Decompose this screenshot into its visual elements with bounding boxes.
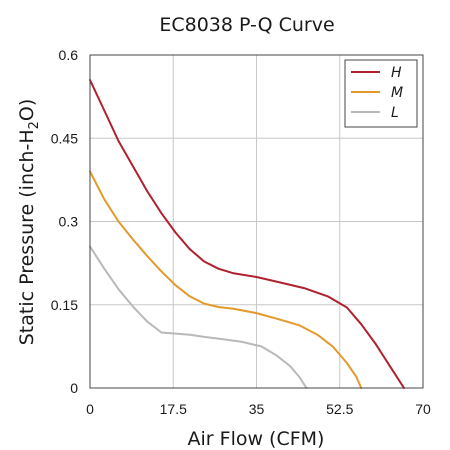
x-tick-label: 52.5	[326, 401, 353, 417]
legend: HML	[344, 59, 418, 128]
x-tick-label: 0	[86, 401, 94, 417]
chart-title: EC8038 P-Q Curve	[159, 14, 334, 36]
x-tick-label: 70	[415, 401, 431, 417]
legend-label-m: M	[391, 85, 403, 101]
series-line-l	[89, 245, 308, 389]
tick-labels: 0 17.5 35 52.5 70 0 0.15 0.3 0.45 0.6	[51, 47, 431, 417]
y-tick-label: 0.3	[59, 214, 79, 230]
y-tick-label: 0.45	[51, 130, 78, 146]
x-tick-label: 35	[249, 401, 265, 417]
series-line-h	[89, 79, 405, 389]
y-tick-label: 0	[70, 380, 78, 396]
y-axis-title-part1: Static Pressure (inch-H	[16, 129, 38, 345]
y-axis-title: Static Pressure (inch-H2O)	[16, 99, 42, 346]
x-tick-label: 17.5	[160, 401, 187, 417]
x-axis-title: Air Flow (CFM)	[188, 428, 325, 450]
y-tick-label: 0.15	[51, 297, 78, 313]
y-axis-title-part2: O)	[16, 99, 38, 121]
series-line-m	[89, 170, 363, 389]
legend-label-h: H	[391, 65, 402, 81]
y-axis-title-subscript: 2	[27, 121, 42, 129]
plot-frame	[89, 54, 424, 389]
y-tick-label: 0.6	[59, 47, 79, 63]
legend-box	[344, 59, 418, 128]
curves	[89, 79, 405, 389]
legend-label-l: L	[391, 105, 399, 121]
